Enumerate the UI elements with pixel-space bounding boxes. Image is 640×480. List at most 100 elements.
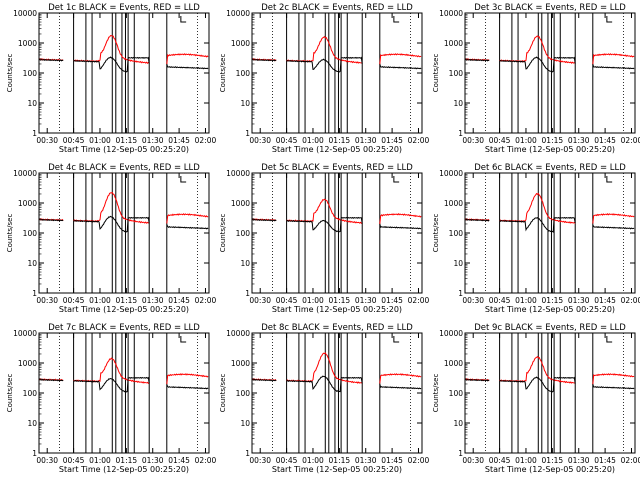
- events-series-line: [252, 375, 422, 393]
- y-tick-label: 1000: [18, 39, 37, 48]
- y-tick-label: 10: [453, 259, 463, 268]
- x-tick-label: 01:30: [142, 296, 164, 305]
- x-tick-label: 01:00: [302, 136, 324, 145]
- events-series-line: [252, 216, 422, 233]
- y-tick-label: 1: [32, 449, 37, 458]
- lld-series-line: [39, 191, 209, 224]
- attenuator-marker: [393, 16, 400, 23]
- x-tick-label: 01:30: [355, 456, 377, 465]
- events-series-line: [39, 376, 209, 393]
- x-tick-label: 01:00: [302, 456, 324, 465]
- lld-series-line: [465, 192, 635, 224]
- x-tick-label: 00:30: [249, 136, 271, 145]
- x-tick-label: 01:00: [89, 136, 111, 145]
- y-tick-label: 10000: [226, 169, 250, 178]
- x-tick-label: 01:15: [329, 456, 351, 465]
- y-tick-label: 10000: [226, 9, 250, 18]
- events-series-line: [465, 216, 635, 233]
- events-series-line: [39, 215, 209, 233]
- x-tick-label: 01:45: [168, 136, 190, 145]
- y-axis-label: Counts/sec: [432, 214, 440, 253]
- y-tick-label: 10000: [13, 329, 37, 338]
- y-axis-label: Counts/sec: [6, 214, 14, 253]
- y-tick-label: 1: [458, 289, 463, 298]
- plot-frame: [38, 12, 210, 134]
- y-tick-label: 100: [449, 229, 464, 238]
- plot-title: Det 7c BLACK = Events, RED = LLD: [48, 323, 200, 333]
- y-tick-label: 10: [27, 259, 37, 268]
- y-tick-label: 10: [240, 259, 250, 268]
- lld-series-line: [465, 355, 635, 385]
- y-axis-label: Counts/sec: [6, 374, 14, 413]
- y-tick-label: 10000: [439, 9, 463, 18]
- x-tick-label: 01:45: [168, 456, 190, 465]
- x-axis-label: Start Time (12-Sep-05 00:25:20): [485, 145, 615, 154]
- y-tick-label: 1: [32, 289, 37, 298]
- detector-plot-7c: Det 7c BLACK = Events, RED = LLD 1 10 100 10…: [6, 323, 217, 474]
- y-axis-label: Counts/sec: [219, 374, 227, 413]
- plot-title: Det 2c BLACK = Events, RED = LLD: [261, 3, 413, 13]
- y-tick-label: 1: [245, 289, 250, 298]
- x-tick-label: 01:00: [515, 136, 537, 145]
- y-tick-label: 1000: [444, 199, 463, 208]
- x-axis-label: Start Time (12-Sep-05 00:25:20): [59, 145, 189, 154]
- x-tick-label: 00:45: [63, 456, 85, 465]
- y-tick-label: 100: [23, 69, 38, 78]
- x-tick-label: 02:00: [408, 456, 430, 465]
- plot-title: Det 1c BLACK = Events, RED = LLD: [48, 3, 200, 13]
- y-tick-label: 10000: [13, 9, 37, 18]
- y-tick-label: 10000: [439, 169, 463, 178]
- events-series-line: [465, 376, 635, 393]
- lld-series-line: [252, 35, 422, 65]
- y-tick-label: 10: [453, 419, 463, 428]
- detector-plot-4c: Det 4c BLACK = Events, RED = LLD 1 10 100 10…: [6, 163, 217, 314]
- x-tick-label: 00:30: [249, 456, 271, 465]
- x-tick-label: 01:00: [302, 296, 324, 305]
- plot-frame: [251, 332, 423, 454]
- plot-frame: [38, 332, 210, 454]
- attenuator-marker: [180, 336, 187, 343]
- x-tick-label: 00:30: [36, 296, 58, 305]
- y-tick-label: 10: [240, 419, 250, 428]
- plot-title: Det 8c BLACK = Events, RED = LLD: [261, 323, 413, 333]
- x-axis-label: Start Time (12-Sep-05 00:25:20): [272, 465, 402, 474]
- x-tick-label: 01:30: [568, 136, 590, 145]
- x-tick-label: 01:30: [568, 456, 590, 465]
- x-tick-label: 02:00: [195, 296, 217, 305]
- x-tick-label: 01:00: [89, 456, 111, 465]
- events-series-line: [39, 56, 209, 73]
- detector-plot-6c: Det 6c BLACK = Events, RED = LLD 1 10 100 10…: [432, 163, 640, 314]
- y-tick-label: 10000: [226, 329, 250, 338]
- x-tick-label: 00:30: [36, 136, 58, 145]
- plot-title: Det 6c BLACK = Events, RED = LLD: [474, 163, 626, 173]
- x-tick-label: 00:30: [462, 136, 484, 145]
- plot-frame: [464, 172, 636, 294]
- plot-frame: [464, 332, 636, 454]
- x-axis-label: Start Time (12-Sep-05 00:25:20): [59, 305, 189, 314]
- x-tick-label: 00:30: [462, 296, 484, 305]
- x-tick-label: 01:30: [142, 456, 164, 465]
- x-tick-label: 00:30: [249, 296, 271, 305]
- x-tick-label: 01:30: [142, 136, 164, 145]
- attenuator-marker: [606, 16, 613, 23]
- y-tick-label: 100: [23, 229, 38, 238]
- x-tick-label: 00:45: [276, 296, 298, 305]
- y-tick-label: 10: [27, 99, 37, 108]
- lld-series-line: [252, 198, 422, 224]
- x-tick-label: 01:15: [116, 456, 138, 465]
- x-tick-label: 01:45: [381, 296, 403, 305]
- x-tick-label: 01:15: [542, 456, 564, 465]
- attenuator-marker: [180, 176, 187, 183]
- y-tick-label: 100: [23, 389, 38, 398]
- attenuator-marker: [606, 176, 613, 183]
- x-tick-label: 00:45: [276, 136, 298, 145]
- plot-title: Det 9c BLACK = Events, RED = LLD: [474, 323, 626, 333]
- x-tick-label: 00:30: [36, 456, 58, 465]
- y-axis-label: Counts/sec: [219, 214, 227, 253]
- x-tick-label: 01:15: [329, 136, 351, 145]
- x-tick-label: 01:15: [116, 296, 138, 305]
- x-tick-label: 00:45: [63, 296, 85, 305]
- y-tick-label: 1000: [18, 359, 37, 368]
